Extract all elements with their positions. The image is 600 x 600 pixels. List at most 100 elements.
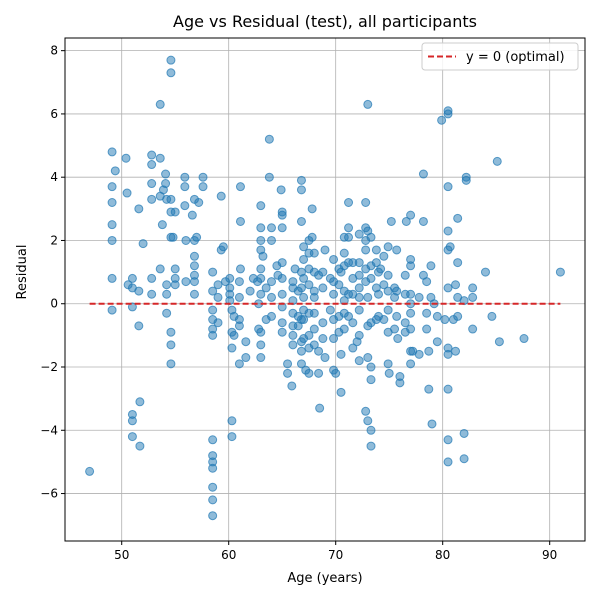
data-point [170,280,180,290]
data-point [379,315,389,325]
data-point [235,182,245,192]
data-point [443,384,453,394]
data-point [334,280,344,290]
data-point [267,223,277,233]
data-point [256,273,266,283]
data-point [107,305,117,315]
data-point [241,337,251,347]
data-point [227,432,237,442]
chart-title: Age vs Residual (test), all participants [173,12,477,31]
data-point [354,283,364,293]
data-point [361,245,371,255]
data-point [354,270,364,280]
data-point [166,68,176,78]
data-point [180,201,190,211]
data-point [480,267,490,277]
data-point [277,327,287,337]
data-point [318,318,328,328]
data-point [258,251,268,261]
data-point [180,182,190,192]
data-point [256,235,266,245]
data-point [122,188,132,198]
data-point [422,308,432,318]
data-point [189,289,199,299]
y-tick-label: 8 [50,44,58,58]
data-point [296,185,306,195]
data-point [395,378,405,388]
data-point [288,340,298,350]
data-point [383,242,393,252]
data-point [194,198,204,208]
data-point [432,337,442,347]
data-point [307,204,317,214]
data-point [373,289,383,299]
data-point [443,226,453,236]
data-point [256,353,266,363]
data-point [134,321,144,331]
data-point [234,359,244,369]
data-point [267,235,277,245]
y-axis-label: Residual [15,245,30,300]
data-point [296,359,306,369]
data-point [234,277,244,287]
y-tick-label: 6 [50,107,58,121]
data-point [384,368,394,378]
data-point [437,115,447,125]
data-point [354,356,364,366]
plot-frame [64,37,586,542]
y-tick-label: 2 [50,233,58,247]
data-point [468,324,478,334]
data-point [304,330,314,340]
data-point [361,198,371,208]
data-point [213,292,223,302]
data-point [401,216,411,226]
data-point [267,277,277,287]
data-point [320,245,330,255]
data-point [181,235,191,245]
data-point [256,201,266,211]
data-point [309,248,319,258]
legend: y = 0 (optimal) [421,42,579,71]
data-point [107,198,117,208]
data-point [453,311,463,321]
data-point [354,258,364,268]
data-point [213,318,223,328]
data-point [256,340,266,350]
data-point [135,397,145,407]
x-tick-label: 90 [542,548,557,562]
data-point [366,232,376,242]
data-point [361,406,371,416]
data-point [406,324,416,334]
data-point [424,384,434,394]
legend-label: y = 0 (optimal) [466,50,565,65]
data-point [363,353,373,363]
data-point [366,362,376,372]
data-points [85,55,565,521]
y-tick-label: −6 [40,487,58,501]
data-point [344,311,354,321]
data-point [336,349,346,359]
data-point [379,251,389,261]
data-point [414,349,424,359]
data-point [418,216,428,226]
data-point [307,232,317,242]
data-point [296,216,306,226]
y-tick-label: 0 [50,297,58,311]
data-point [383,359,393,369]
data-point [299,273,309,283]
data-point [406,210,416,220]
data-point [256,289,266,299]
data-point [422,277,432,287]
data-point [135,441,145,451]
data-point [443,435,453,445]
data-point [147,194,157,204]
data-point [264,172,274,182]
data-point [157,220,167,230]
data-point [170,207,180,217]
data-point [216,191,226,201]
data-point [218,242,228,252]
data-point [492,156,502,166]
data-point [354,229,364,239]
data-point [422,324,432,334]
data-point [336,387,346,397]
